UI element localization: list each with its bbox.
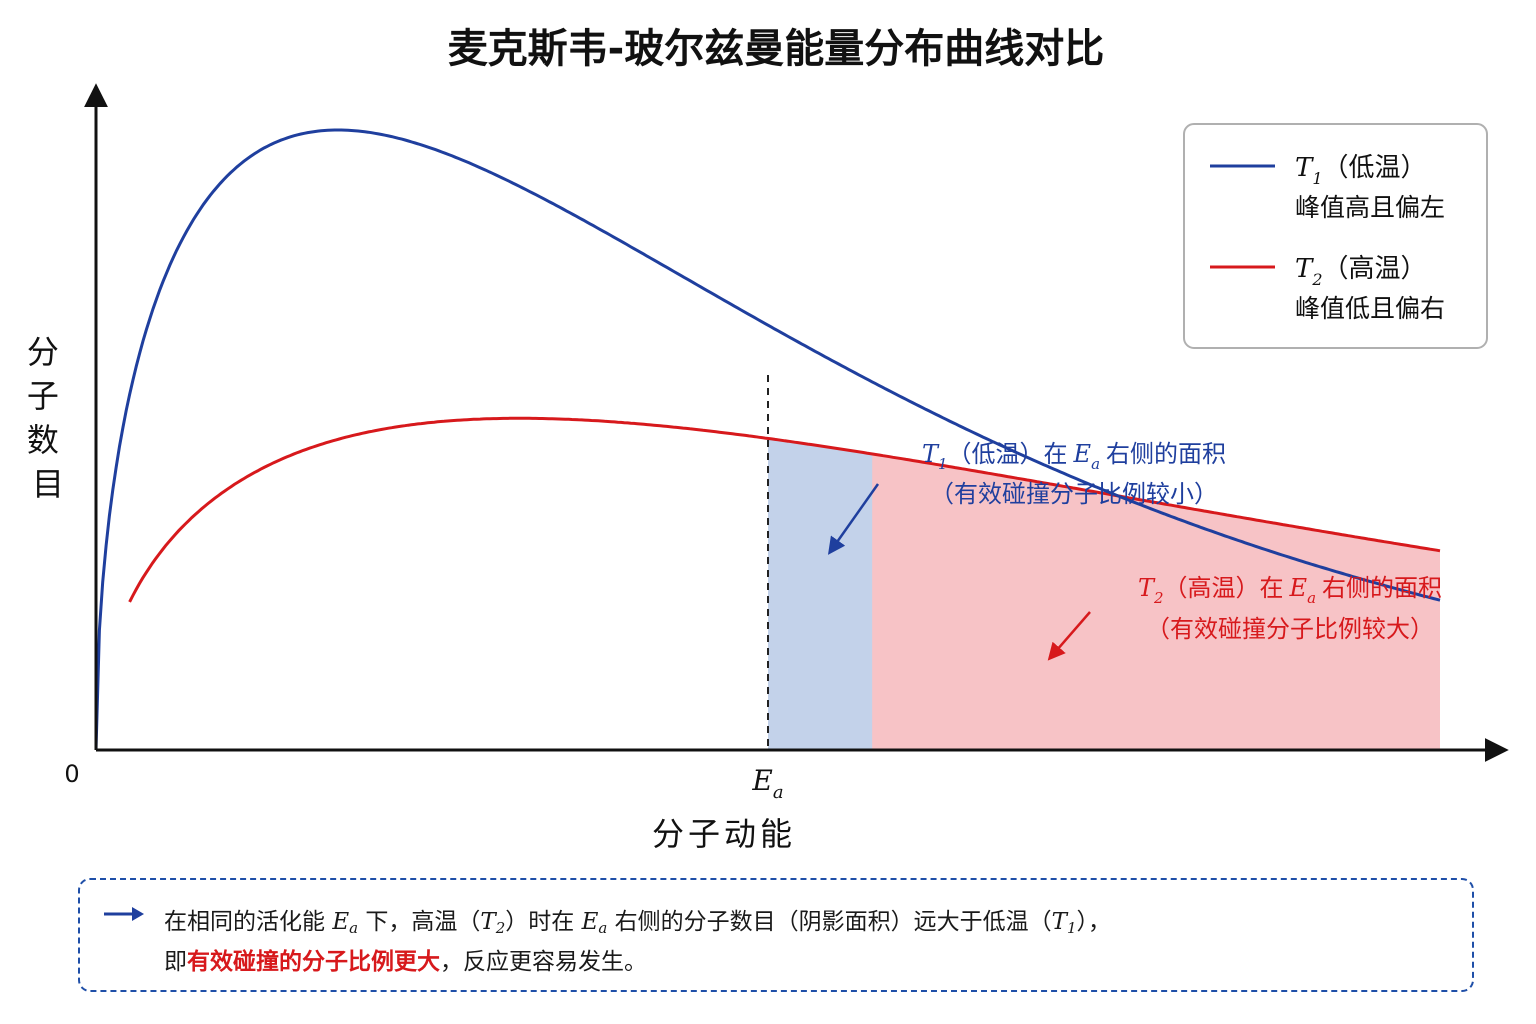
note-text: ，反应更容易发生。 xyxy=(440,949,647,975)
note-arrow-icon xyxy=(104,907,144,921)
note-line-2: 即有效碰撞的分子比例更大，反应更容易发生。 xyxy=(164,942,647,976)
note-ea-symbol: E xyxy=(332,909,350,935)
y-axis-char: 数 xyxy=(27,421,59,459)
legend-box xyxy=(1183,123,1488,349)
t1-annotation-line2: （有效碰撞分子比例较小） xyxy=(930,480,1218,508)
y-axis-label: 分 子 数 目 xyxy=(27,333,69,503)
legend-t1-note: 峰值高且偏左 xyxy=(1295,193,1445,222)
t2-annotation-line2: （有效碰撞分子比例较大） xyxy=(1146,615,1434,643)
y-axis-char: 目 xyxy=(32,465,64,503)
note-t-symbol: T xyxy=(1051,909,1067,935)
t2-annotation-arrow xyxy=(1047,611,1091,661)
note-ea-symbol: E xyxy=(581,909,599,935)
t2-shaded-area xyxy=(768,438,1440,750)
note-text: 下，高温（ xyxy=(365,909,481,935)
note-text: 即 xyxy=(164,949,187,975)
chart-title: 麦克斯韦-玻尔兹曼能量分布曲线对比 xyxy=(448,26,1105,72)
t1-curve xyxy=(94,128,1441,751)
note-text: ）， xyxy=(1076,909,1112,935)
note-ea-sub: a xyxy=(598,919,608,937)
note-highlight: 有效碰撞的分子比例更大 xyxy=(187,949,440,975)
conclusion-note: 在相同的活化能 Ea 下，高温（T2）时在 Ea 右侧的分子数目（阴影面积）远大… xyxy=(78,878,1474,992)
t2-curve xyxy=(128,416,1441,603)
note-line-1: 在相同的活化能 Ea 下，高温（T2）时在 Ea 右侧的分子数目（阴影面积）远大… xyxy=(164,902,1111,937)
legend-t2-label: T2（高温） xyxy=(1295,254,1427,289)
t1-shaded-area xyxy=(768,438,873,750)
note-text: 右侧的分子数目（阴影面积）远大于低温（ xyxy=(614,909,1052,935)
note-text: 在相同的活化能 xyxy=(164,909,325,935)
note-text: ）时在 xyxy=(505,909,575,935)
note-ea-sub: a xyxy=(349,919,359,937)
legend-t2-note: 峰值低且偏右 xyxy=(1295,294,1445,323)
legend-t1-label: T1（低温） xyxy=(1295,153,1427,188)
note-t-symbol: T xyxy=(480,909,496,935)
t1-annotation-arrow xyxy=(827,483,880,555)
t2-annotation-line1: T2（高温）在 Ea 右侧的面积 xyxy=(1138,574,1442,607)
y-axis-char: 分 xyxy=(27,333,59,371)
y-axis-char: 子 xyxy=(27,377,59,415)
note-t1-sub: 1 xyxy=(1066,919,1077,937)
x-axis-label: 分子动能 xyxy=(652,815,796,853)
origin-label: 0 xyxy=(64,760,79,788)
t1-annotation-line1: T1（低温）在 Ea 右侧的面积 xyxy=(922,440,1226,473)
note-t2-sub: 2 xyxy=(495,919,506,937)
ea-tick-label: Ea xyxy=(751,764,783,803)
